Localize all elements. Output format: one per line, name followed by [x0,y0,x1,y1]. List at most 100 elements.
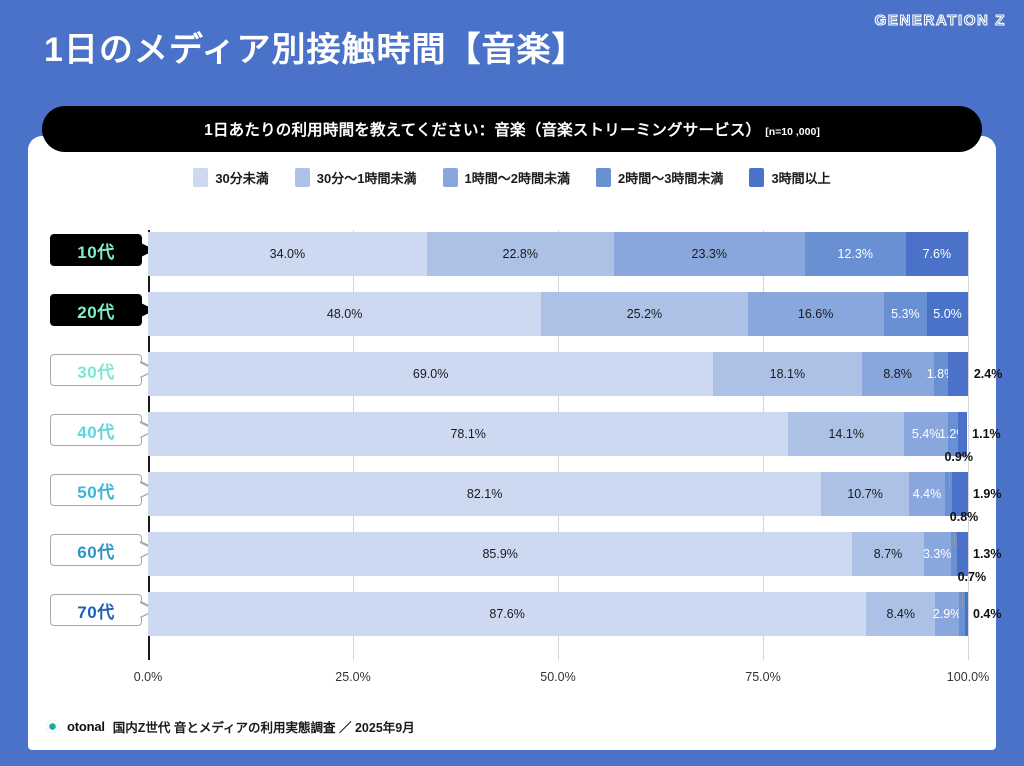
source-note: 国内Z世代 音とメディアの利用実態調査 ／ 2025年9月 [112,720,415,735]
legend-label: 3時間以上 [771,171,831,186]
segment-value-label: 4.4% [912,487,942,501]
bar-segment[interactable]: 18.1% [713,352,862,396]
bar-segment[interactable]: 69.0% [148,352,714,396]
segment-value-label-outside: 1.1% [972,427,1001,441]
legend-swatch-icon [749,168,765,187]
segment-value-label: 69.0% [412,367,449,381]
segment-value-label: 16.6% [797,307,834,321]
legend-item[interactable]: 30分未満 [193,168,269,187]
age-group-label-70代[interactable]: 70代 [50,594,154,626]
bar-segment[interactable] [964,592,968,636]
bar-segment[interactable]: 5.3% [883,292,928,336]
bar-segment[interactable]: 3.3% [922,532,952,576]
legend-item[interactable]: 2時間〜3時間未満 [595,168,723,187]
age-group-text: 40代 [77,422,115,442]
segment-value-label: 3.3% [922,547,952,561]
chart-row: 10代 34.0% 22.8% 23.3% 12.3% 7.6% [28,230,996,278]
bar-segment[interactable]: 8.7% [852,532,924,576]
bar-segment[interactable]: 5.0% [927,292,968,336]
bar-segment[interactable] [950,532,958,576]
age-group-label-20代[interactable]: 20代 [50,294,155,326]
segment-value-label-outside: 1.3% [973,547,1002,561]
chart-row: 60代 85.9% 8.7% 3.3% 0.8% 1.3% [28,510,1002,578]
chart-plot-area: 0.0% 25.0% 50.0% 75.0% 100.0% 10代 34.0% 22.8% 23… [28,208,1002,698]
chart-card: 1日あたりの利用時間を教えてください：音楽（音楽ストリーミングサービス） [n=… [28,106,1002,750]
stacked-bar: 78.1% 14.1% 5.4% 1.2% 1.1% [148,412,1001,456]
generation-z-badge: GENERATION Z [874,11,1006,29]
x-axis-tick-label: 75.0% [745,670,781,684]
bar-segment[interactable]: 7.6% [905,232,968,276]
age-group-text: 20代 [77,302,115,322]
x-axis-tick-label: 0.0% [133,670,163,684]
segment-value-label: 87.6% [489,607,525,621]
bar-segment[interactable]: 4.4% [908,472,946,516]
bar-segment[interactable] [958,592,965,636]
segment-value-label: 8.7% [873,547,903,561]
segment-value-label: 5.3% [891,307,920,321]
segment-value-label: 5.4% [911,427,941,441]
callout-leader-line [948,474,950,488]
stacked-bar: 85.9% 8.7% 3.3% 0.8% 1.3% [148,510,1002,576]
segment-value-label-outside: 0.4% [973,607,1002,621]
bar-segment[interactable]: 25.2% [541,292,748,336]
segment-value-label: 48.0% [326,307,363,321]
segment-value-label: 25.2% [626,307,663,321]
legend-swatch-icon [595,168,611,187]
bar-segment[interactable] [952,472,968,516]
sample-size-label: [n=10 ,000] [765,126,820,138]
age-group-label-30代[interactable]: 30代 [50,354,154,386]
bar-segment[interactable]: 14.1% [788,412,905,456]
legend-swatch-icon [193,168,209,187]
segment-value-label: 78.1% [450,427,486,441]
segment-value-label: 18.1% [769,367,806,381]
chart-footer: otonal 国内Z世代 音とメディアの利用実態調査 ／ 2025年9月 [28,710,996,742]
gridline [968,230,969,660]
x-axis-tick-label: 50.0% [540,670,576,684]
legend-swatch-icon [294,168,310,187]
bar-segment[interactable]: 8.8% [861,352,934,396]
bar-segment[interactable] [957,532,968,576]
stacked-bar: 48.0% 25.2% 16.6% 5.3% 5.0% [148,292,968,336]
bar-segment[interactable]: 87.6% [148,592,867,636]
bar-segment[interactable]: 16.6% [747,292,884,336]
bar-segment[interactable]: 82.1% [148,472,822,516]
bar-segment[interactable]: 23.3% [613,232,805,276]
otonal-logo-text: otonal [67,718,105,734]
age-group-label-40代[interactable]: 40代 [50,414,154,446]
age-group-text: 70代 [77,602,115,622]
otonal-logo-icon [46,719,59,733]
bar-segment[interactable]: 22.8% [426,232,614,276]
bar-segment[interactable]: 12.3% [804,232,906,276]
bar-segment[interactable] [948,352,969,396]
callout-leader-line [961,594,963,608]
bar-segment[interactable]: 85.9% [148,532,853,576]
bar-segment[interactable]: 78.1% [148,412,789,456]
legend-item[interactable]: 1時間〜2時間未満 [442,168,570,187]
stacked-bar: 87.6% 8.4% 2.9% 0.7% 0.4% [148,570,1002,636]
chart-row: 30代 69.0% 18.1% 8.8% 1.8% 2.4% [28,350,1002,398]
bar-segment[interactable]: 48.0% [148,292,542,336]
question-banner: 1日あたりの利用時間を教えてください：音楽（音楽ストリーミングサービス） [n=… [42,106,982,152]
age-group-label-10代[interactable]: 10代 [50,234,155,266]
chart-legend: 30分未満 30分〜1時間未満 1時間〜2時間未満 2時間〜3時間未満 3時間以上 [28,168,996,187]
segment-value-label: 10.7% [847,487,883,501]
age-group-label-50代[interactable]: 50代 [50,474,154,506]
bar-segment[interactable]: 2.9% [933,592,961,636]
legend-item[interactable]: 3時間以上 [749,168,831,187]
chart-row: 20代 48.0% 25.2% 16.6% 5.3% 5.0% [28,290,996,338]
bar-segment[interactable] [958,412,968,456]
segment-value-label: 82.1% [466,487,503,501]
bar-segment[interactable]: 10.7% [821,472,909,516]
segment-value-label: 7.6% [922,247,952,261]
bar-segment[interactable]: 34.0% [148,232,427,276]
bar-segment[interactable]: 8.4% [866,592,936,636]
legend-item[interactable]: 30分〜1時間未満 [294,168,417,187]
age-group-label-60代[interactable]: 60代 [50,534,154,566]
bar-segment[interactable] [945,472,953,516]
segment-value-label-outside: 1.9% [973,487,1002,501]
segment-value-label: 8.8% [883,367,912,381]
segment-value-label: 34.0% [269,247,306,261]
bar-segment[interactable]: 1.8% [927,352,955,396]
bar-segment[interactable]: 5.4% [904,412,949,456]
legend-label: 30分〜1時間未満 [316,171,417,186]
